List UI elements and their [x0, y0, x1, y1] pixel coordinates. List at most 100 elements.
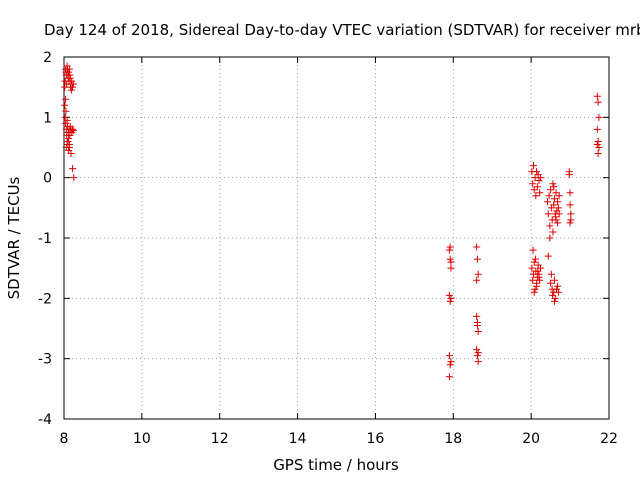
data-point	[61, 101, 69, 109]
grid-lines	[64, 57, 609, 419]
data-point	[66, 74, 74, 82]
data-point	[69, 125, 77, 133]
x-tick-label: 16	[367, 431, 385, 447]
data-point	[549, 228, 557, 236]
data-point	[529, 276, 537, 284]
data-point	[447, 264, 455, 272]
x-tick-label: 8	[60, 431, 69, 447]
data-point	[551, 297, 558, 305]
data-point	[66, 131, 74, 139]
y-tick-label: 0	[43, 171, 52, 187]
y-axis-label: SDTVAR / TECUs	[5, 176, 23, 299]
data-point	[62, 119, 70, 127]
data-point	[69, 80, 77, 88]
data-point	[445, 246, 453, 254]
data-point	[554, 288, 562, 296]
data-point	[536, 276, 544, 284]
data-point	[536, 174, 544, 182]
data-point	[69, 127, 77, 135]
data-point	[64, 140, 72, 148]
data-point	[546, 222, 554, 230]
data-point	[551, 276, 558, 284]
data-point	[543, 198, 551, 206]
data-point	[65, 65, 73, 73]
chart-title: Day 124 of 2018, Sidereal Day-to-day VTE…	[44, 21, 640, 39]
data-point	[546, 234, 554, 242]
x-tick-label: 22	[600, 431, 618, 447]
data-point	[447, 258, 455, 266]
data-point	[533, 282, 541, 290]
x-axis: 8 10 12 14 16 18 20 22	[60, 57, 618, 447]
data-point	[69, 83, 77, 91]
data-point	[62, 107, 70, 115]
x-tick-label: 18	[444, 431, 462, 447]
data-point	[473, 352, 481, 360]
data-point	[447, 358, 455, 366]
data-point	[544, 210, 552, 218]
data-point	[565, 168, 573, 176]
data-point	[529, 162, 537, 170]
data-point	[555, 210, 563, 218]
data-point	[473, 276, 481, 284]
data-point	[595, 113, 603, 121]
data-point	[555, 192, 563, 200]
data-point	[566, 189, 574, 197]
data-point	[473, 318, 481, 326]
data-point	[446, 255, 454, 263]
data-point	[474, 328, 482, 336]
data-point	[545, 192, 553, 200]
data-point	[473, 255, 481, 263]
data-point	[550, 201, 558, 209]
data-point	[566, 201, 574, 209]
data-point	[549, 291, 557, 299]
data-point	[446, 243, 454, 251]
data-point	[528, 264, 536, 272]
data-point	[445, 373, 453, 381]
data-point	[593, 92, 601, 100]
data-point	[551, 195, 558, 203]
data-point	[550, 183, 558, 191]
data-point	[63, 116, 71, 124]
y-tick-label: -1	[38, 231, 52, 247]
data-point	[473, 312, 481, 320]
data-point	[445, 291, 453, 299]
data-point	[554, 198, 562, 206]
data-point	[65, 68, 73, 76]
data-point	[529, 180, 537, 188]
data-series	[61, 62, 603, 381]
data-point	[65, 134, 73, 142]
data-point	[536, 189, 544, 197]
y-axis: -4 -3 -2 -1 0 1 2	[38, 50, 609, 428]
data-point	[567, 210, 575, 218]
data-point	[531, 255, 539, 263]
data-point	[473, 346, 481, 354]
data-point	[65, 144, 73, 151]
x-tick-label: 12	[211, 431, 229, 447]
y-tick-label: -3	[38, 352, 52, 368]
data-point	[547, 186, 555, 194]
data-point	[447, 294, 455, 302]
y-tick-label: 2	[43, 50, 52, 66]
data-point	[474, 270, 482, 278]
data-point	[532, 192, 540, 200]
data-point	[63, 137, 71, 145]
data-point	[535, 273, 543, 281]
data-point	[549, 180, 557, 188]
data-point	[70, 174, 78, 182]
data-point	[474, 349, 482, 357]
data-point	[529, 246, 537, 254]
y-tick-label: 1	[43, 110, 52, 126]
data-point	[594, 137, 602, 145]
data-point	[534, 267, 542, 275]
data-point	[67, 150, 75, 158]
y-tick-label: -2	[38, 291, 52, 307]
data-point	[67, 86, 75, 94]
data-point	[544, 252, 552, 260]
data-point	[594, 150, 602, 158]
data-point	[68, 128, 76, 136]
x-tick-label: 20	[522, 431, 540, 447]
data-point	[533, 168, 541, 176]
data-point	[61, 113, 69, 121]
data-point	[547, 279, 555, 287]
data-point	[593, 140, 601, 148]
